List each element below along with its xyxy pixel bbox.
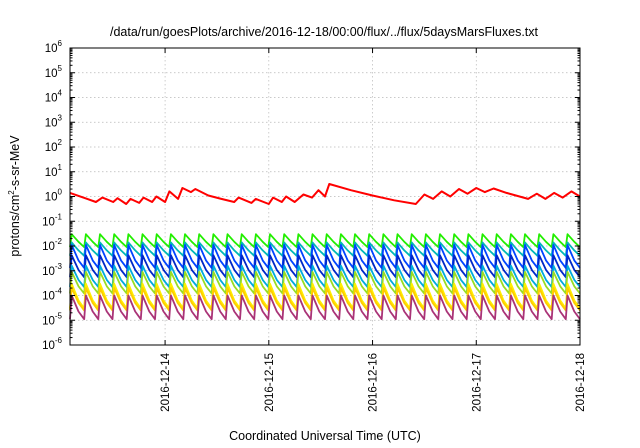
y-tick-label: 101 (45, 163, 63, 179)
y-tick-label: 105 (45, 64, 63, 80)
y-tick-label: 10-2 (42, 237, 62, 253)
y-tick-label: 10-5 (42, 311, 62, 327)
x-axis-tick-labels: 2016-12-14 2016-12-15 2016-12-16 2016-12-17… (160, 352, 587, 411)
y-tick-label: 10-1 (42, 212, 62, 228)
x-tick-label: 2016-12-15 (264, 353, 276, 412)
y-tick-label: 106 (45, 39, 63, 55)
series-lines (69, 183, 581, 321)
x-tick-label: 2016-12-14 (160, 352, 172, 411)
y-axis-label: protons/cm2-s-sr-MeV (7, 135, 22, 257)
y-tick-label: 102 (45, 138, 63, 154)
x-tick-label: 2016-12-16 (368, 353, 380, 412)
y-tick-label: 10-4 (42, 287, 62, 303)
series-line-2 (69, 233, 581, 248)
y-axis-tick-labels: 10-6 10-5 10-4 10-3 10-2 10-1 100 101 102 103 104 1… (42, 39, 62, 352)
x-tick-label: 2016-12-18 (575, 353, 587, 412)
y-tick-label: 10-6 (42, 336, 62, 352)
series-line-1 (69, 183, 581, 205)
x-tick-label: 2016-12-17 (471, 353, 483, 412)
y-tick-label: 100 (45, 188, 63, 204)
y-tick-label: 103 (45, 113, 63, 129)
axis-ticks (70, 47, 581, 346)
y-tick-label: 10-3 (42, 262, 62, 278)
series-line-7 (69, 271, 581, 295)
x-axis-label: Coordinated Universal Time (UTC) (229, 429, 421, 443)
series-line-10 (69, 294, 581, 321)
chart-title: /data/run/goesPlots/archive/2016-12-18/0… (110, 25, 539, 39)
y-tick-label: 104 (45, 89, 63, 105)
